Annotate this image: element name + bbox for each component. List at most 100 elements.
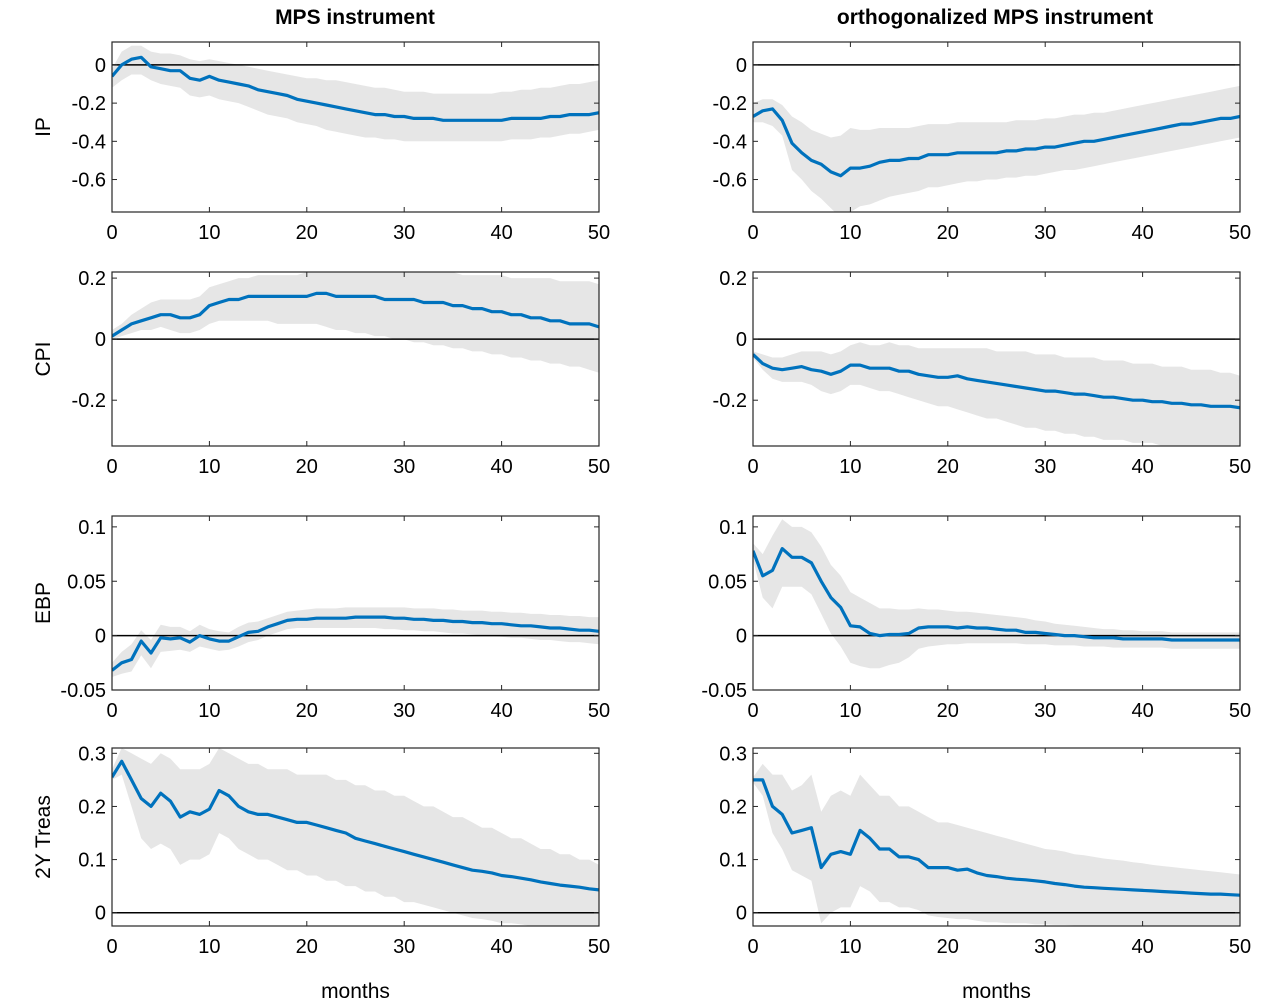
- response-line: [112, 759, 599, 892]
- x-tick-label: 20: [296, 936, 318, 958]
- column-title-orthogonalized: orthogonalized MPS instrument: [837, 6, 1153, 29]
- x-axis-label: months: [962, 980, 1031, 1003]
- y-tick-label: 0: [736, 626, 747, 648]
- panel-1-0: 0 10 20 30 40 50 0.2 0 -0.2 CPI: [32, 268, 610, 478]
- panel-0-1: 0 10 20 30 40 50 0 -0.2 -0.4 -0.6: [713, 41, 1251, 244]
- y-tick-label: 0: [95, 626, 106, 648]
- axes-box: [752, 747, 1241, 927]
- panel-1-1: 0 10 20 30 40 50 0.2 0 -0.2: [713, 268, 1252, 478]
- x-tick-label: 50: [588, 700, 610, 722]
- y-tick-label: 0.1: [78, 850, 106, 872]
- y-tick-label: 0.05: [708, 571, 747, 593]
- y-tick-label: 0.2: [719, 268, 747, 290]
- x-tick-label: 20: [937, 936, 959, 958]
- x-tick-label: 50: [1229, 456, 1251, 478]
- plot-area: [112, 748, 599, 926]
- axes-box: [111, 41, 600, 213]
- y-tick-label: 0.3: [78, 743, 106, 765]
- y-tick-label: 0.2: [719, 796, 747, 818]
- confidence-band: [112, 45, 599, 142]
- y-axis-label: EBP: [32, 582, 55, 624]
- x-tick-label: 10: [839, 222, 861, 244]
- x-axis-label: months: [321, 980, 390, 1003]
- y-tick-label: -0.2: [713, 390, 747, 412]
- y-tick-label: 0.2: [78, 796, 106, 818]
- y-tick-label: 0: [736, 329, 747, 351]
- plot-area: [753, 763, 1240, 926]
- response-line: [112, 291, 599, 338]
- column-title-mps: MPS instrument: [275, 6, 435, 29]
- x-tick-label: 50: [1229, 700, 1251, 722]
- axes-box: [111, 747, 600, 927]
- y-tick-label: 0: [736, 55, 747, 77]
- y-tick-label: 0.3: [719, 743, 747, 765]
- x-tick-label: 0: [106, 700, 117, 722]
- y-tick-label: 0: [95, 55, 106, 77]
- y-tick-label: 0.1: [719, 517, 747, 539]
- panel-3-1: 0 10 20 30 40 50 0.3 0.2 0.1 0 months: [719, 743, 1251, 1003]
- plot-area: [112, 607, 599, 677]
- x-tick-label: 10: [198, 222, 220, 244]
- x-tick-label: 40: [490, 222, 512, 244]
- response-line: [753, 353, 1240, 410]
- y-tick-label: 0.1: [719, 850, 747, 872]
- axes-box: [752, 41, 1241, 213]
- plot-area: [753, 519, 1240, 669]
- response-line: [753, 778, 1240, 897]
- x-tick-label: 0: [747, 222, 758, 244]
- x-tick-label: 40: [1131, 222, 1153, 244]
- confidence-band: [112, 607, 599, 677]
- x-tick-label: 30: [393, 700, 415, 722]
- axes-box: [752, 271, 1241, 447]
- y-tick-label: -0.6: [713, 170, 747, 192]
- x-tick-label: 10: [198, 456, 220, 478]
- x-tick-label: 10: [839, 700, 861, 722]
- x-tick-label: 20: [937, 222, 959, 244]
- panel-2-1: 0 10 20 30 40 500.10.050-0.05: [701, 515, 1251, 722]
- confidence-band: [753, 519, 1240, 669]
- y-tick-label: 0.1: [78, 517, 106, 539]
- y-tick-label: 0: [95, 903, 106, 925]
- plot-area: [112, 272, 599, 373]
- confidence-band: [753, 763, 1240, 926]
- response-line: [112, 615, 599, 672]
- y-tick-label: 0.2: [78, 268, 106, 290]
- y-tick-label: -0.05: [701, 680, 747, 702]
- x-tick-label: 20: [296, 700, 318, 722]
- y-axis-label: IP: [32, 117, 55, 137]
- x-tick-label: 30: [393, 936, 415, 958]
- response-line: [753, 107, 1240, 178]
- panel-3-0: 0 10 20 30 40 50 0.3 0.2 0.1 0 2Y Treas months: [32, 743, 610, 1003]
- y-tick-label: 0.05: [67, 571, 106, 593]
- x-tick-label: 40: [490, 456, 512, 478]
- x-tick-label: 40: [490, 700, 512, 722]
- x-tick-label: 30: [1034, 222, 1056, 244]
- x-tick-label: 30: [393, 456, 415, 478]
- y-axis-label: 2Y Treas: [32, 795, 55, 879]
- y-axis-label: CPI: [32, 341, 55, 376]
- x-tick-label: 40: [1131, 936, 1153, 958]
- x-tick-label: 20: [937, 456, 959, 478]
- x-tick-label: 10: [839, 456, 861, 478]
- x-tick-label: 20: [296, 456, 318, 478]
- y-tick-label: -0.6: [72, 170, 106, 192]
- response-line: [753, 546, 1240, 642]
- x-tick-label: 20: [296, 222, 318, 244]
- x-tick-label: 50: [1229, 936, 1251, 958]
- x-tick-label: 50: [1229, 222, 1251, 244]
- x-tick-label: 0: [106, 936, 117, 958]
- x-tick-label: 50: [588, 222, 610, 244]
- x-tick-label: 30: [1034, 936, 1056, 958]
- x-tick-label: 50: [588, 456, 610, 478]
- x-tick-label: 0: [747, 456, 758, 478]
- x-tick-label: 50: [588, 936, 610, 958]
- x-tick-label: 40: [490, 936, 512, 958]
- axes-box: [111, 271, 600, 447]
- y-tick-label: -0.2: [713, 93, 747, 115]
- x-tick-label: 10: [839, 936, 861, 958]
- plot-area: [112, 45, 599, 142]
- x-tick-label: 0: [747, 700, 758, 722]
- y-tick-label: -0.4: [72, 131, 106, 153]
- x-tick-label: 0: [106, 222, 117, 244]
